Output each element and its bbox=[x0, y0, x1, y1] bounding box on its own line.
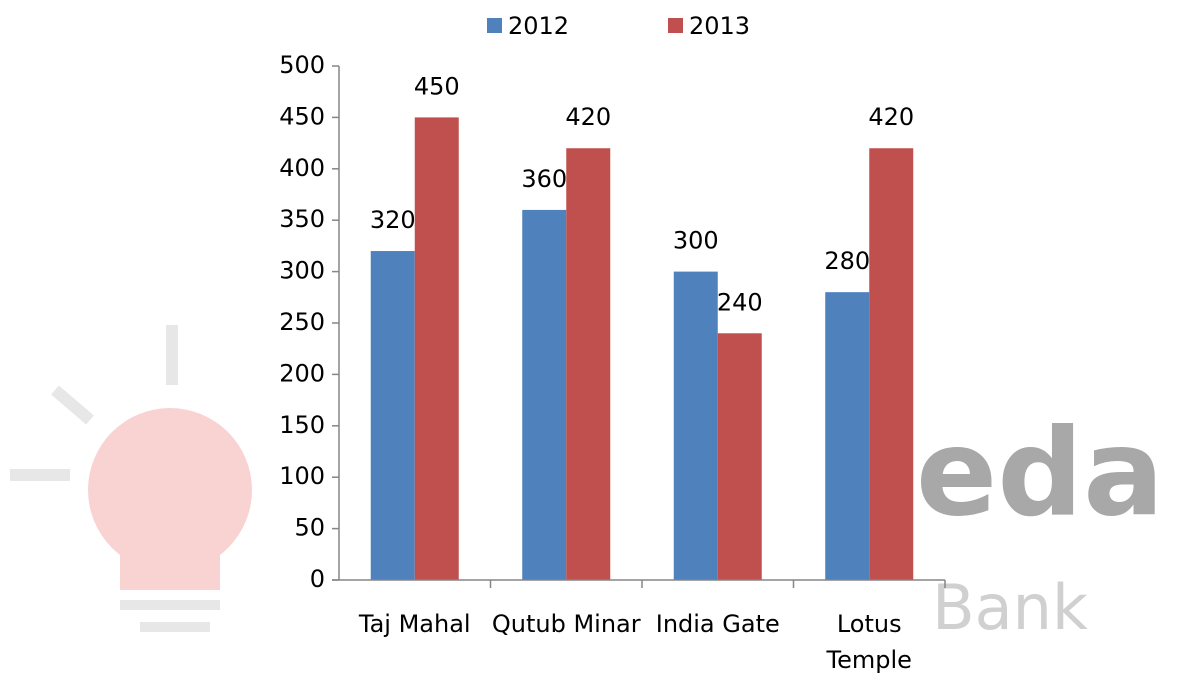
y-tick-label: 200 bbox=[279, 359, 325, 387]
data-label: 240 bbox=[717, 288, 763, 316]
x-tick-label: India Gate bbox=[655, 610, 780, 638]
bar bbox=[869, 148, 914, 581]
y-tick-label: 50 bbox=[294, 514, 325, 542]
data-label: 300 bbox=[673, 227, 719, 255]
x-tick-label: Taj Mahal bbox=[358, 610, 471, 638]
data-label: 320 bbox=[370, 206, 416, 234]
y-tick-label: 400 bbox=[279, 154, 325, 182]
x-tick-label: Qutub Minar bbox=[491, 610, 641, 638]
y-tick-label: 150 bbox=[279, 411, 325, 439]
bar bbox=[522, 209, 567, 581]
watermark-bulb bbox=[10, 325, 252, 632]
y-tick-label: 250 bbox=[279, 308, 325, 336]
y-tick-label: 450 bbox=[279, 102, 325, 130]
data-label: 420 bbox=[868, 103, 914, 131]
x-tick-label: Lotus Temple bbox=[826, 610, 912, 674]
bar bbox=[717, 333, 762, 580]
y-tick-label: 0 bbox=[310, 565, 325, 593]
legend-label: 2012 bbox=[508, 12, 569, 40]
watermark-text: Bank bbox=[932, 571, 1088, 644]
y-tick-label: 500 bbox=[279, 51, 325, 79]
bar bbox=[673, 271, 718, 580]
legend-swatch bbox=[487, 18, 502, 33]
y-tick-label: 350 bbox=[279, 205, 325, 233]
watermark-text: eda bbox=[916, 405, 1164, 544]
bar bbox=[414, 117, 459, 581]
y-tick-label: 100 bbox=[279, 462, 325, 490]
data-label: 450 bbox=[414, 72, 460, 100]
legend-swatch bbox=[668, 18, 683, 33]
bar bbox=[566, 148, 611, 581]
data-label: 420 bbox=[565, 103, 611, 131]
data-label: 360 bbox=[521, 165, 567, 193]
data-label: 280 bbox=[824, 247, 870, 275]
legend-label: 2013 bbox=[689, 12, 750, 40]
bar bbox=[825, 292, 870, 580]
bar bbox=[370, 251, 415, 581]
y-tick-label: 300 bbox=[279, 257, 325, 285]
